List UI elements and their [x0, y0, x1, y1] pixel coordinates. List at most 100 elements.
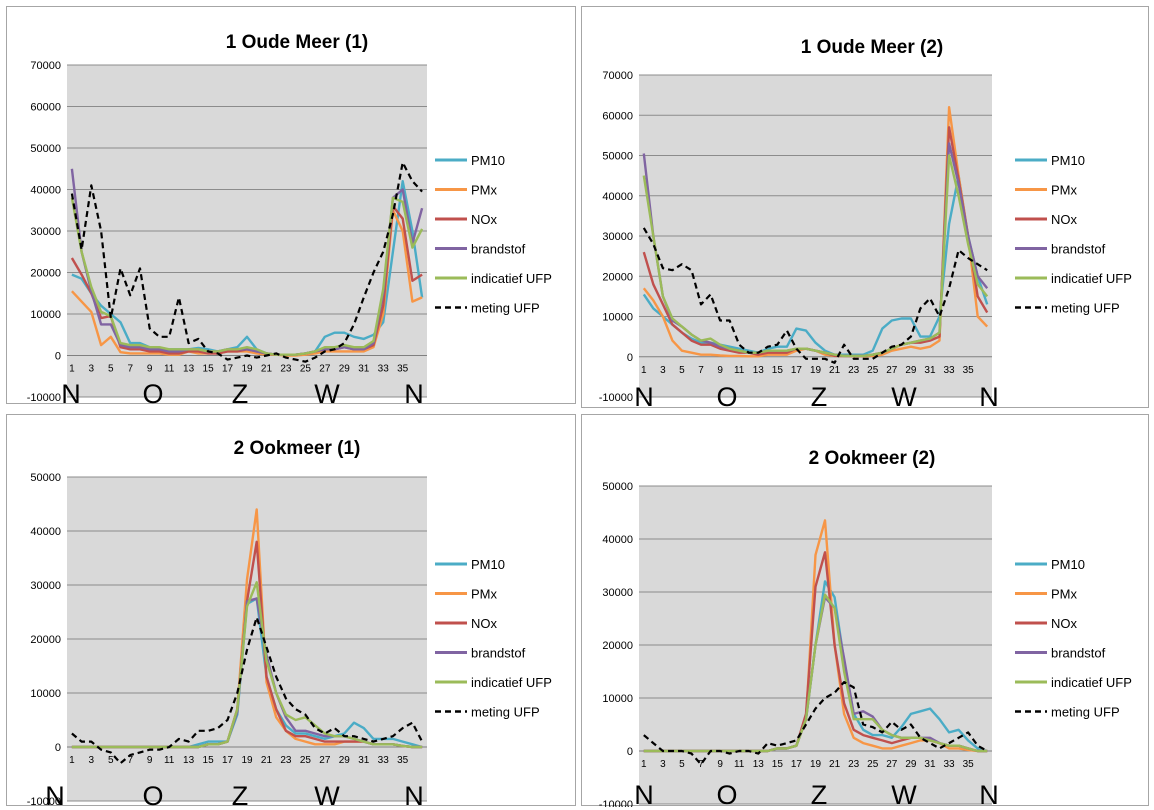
x-tick-label: 3 — [89, 755, 95, 766]
chart-title: 2 Ookmeer (1) — [234, 438, 361, 459]
y-tick-label: 70000 — [30, 60, 61, 72]
y-tick-label: 50000 — [30, 472, 61, 484]
x-tick-label: 19 — [241, 755, 253, 766]
x-tick-label: 11 — [734, 759, 745, 770]
y-tick-label: 40000 — [602, 534, 633, 546]
y-tick-label: 50000 — [602, 481, 633, 493]
y-tick-label: 60000 — [602, 110, 633, 122]
direction-label: Z — [811, 382, 828, 409]
x-tick-label: 33 — [944, 365, 956, 376]
legend-label: brandstof — [471, 242, 526, 257]
y-tick-label: 0 — [627, 352, 633, 364]
x-tick-label: 27 — [319, 364, 331, 375]
x-tick-label: 23 — [848, 759, 860, 770]
y-tick-label: 40000 — [602, 191, 633, 203]
legend-label: meting UFP — [1051, 705, 1120, 720]
series-line — [71, 616, 424, 765]
x-tick-label: 31 — [924, 759, 936, 770]
x-tick-label: 9 — [147, 755, 153, 766]
x-tick-label: 25 — [300, 755, 312, 766]
direction-label: N — [634, 382, 654, 409]
x-tick-label: 17 — [222, 364, 234, 375]
legend-label: indicatief UFP — [1051, 271, 1132, 286]
x-tick-label: 9 — [717, 759, 723, 770]
series-line — [71, 581, 423, 749]
x-tick-label: 1 — [641, 759, 647, 770]
y-tick-label: 20000 — [602, 640, 633, 652]
x-tick-label: 7 — [127, 755, 133, 766]
x-tick-label: 5 — [108, 755, 114, 766]
chart-title: 1 Oude Meer (1) — [226, 32, 369, 53]
x-tick-label: 25 — [300, 364, 312, 375]
y-tick-label: 10000 — [30, 688, 61, 700]
legend-label: NOx — [1051, 616, 1078, 631]
x-tick-label: 3 — [660, 365, 666, 376]
x-tick-label: 5 — [108, 364, 114, 375]
series-line — [643, 593, 988, 753]
y-tick-label: 50000 — [30, 143, 61, 155]
chart-svg: 1 Oude Meer (1) -10000 0 10000 20000 30000 400… — [27, 32, 552, 405]
y-tick-label: 70000 — [602, 70, 633, 82]
x-tick-label: 7 — [698, 759, 704, 770]
series-line — [70, 168, 424, 356]
x-tick-label: 35 — [963, 365, 975, 376]
legend-label: brandstof — [1051, 646, 1106, 661]
legend-label: PM10 — [471, 557, 505, 572]
x-tick-label: 5 — [679, 365, 685, 376]
chart-panel-3: 2 Ookmeer (1) -10000 0 10000 20000 30000 40000… — [6, 414, 576, 807]
y-tick-label: 30000 — [602, 231, 633, 243]
legend-label: PMx — [471, 587, 498, 602]
direction-label: W — [314, 781, 340, 807]
x-tick-label: 27 — [319, 755, 331, 766]
x-tick-label: 23 — [848, 365, 860, 376]
x-tick-label: 27 — [886, 365, 898, 376]
x-tick-label: 9 — [717, 365, 723, 376]
x-tick-label: 1 — [69, 364, 75, 375]
direction-label: W — [891, 382, 917, 409]
y-tick-label: 30000 — [30, 226, 61, 238]
legend-label: indicatief UFP — [1051, 675, 1132, 690]
chart-panel-1: 1 Oude Meer (1) -10000 0 10000 20000 30000 400… — [6, 6, 576, 405]
direction-label: N — [45, 781, 65, 807]
y-tick-label: -10000 — [27, 796, 61, 807]
x-tick-label: 29 — [339, 364, 351, 375]
y-tick-label: 10000 — [602, 693, 633, 705]
y-tick-label: 0 — [55, 742, 61, 754]
x-tick-label: 11 — [734, 365, 745, 376]
x-tick-label: 23 — [280, 364, 292, 375]
chart-title: 1 Oude Meer (2) — [801, 37, 944, 58]
x-tick-label: 31 — [358, 364, 370, 375]
direction-label: W — [314, 379, 340, 405]
legend-label: meting UFP — [471, 705, 540, 720]
y-tick-label: 20000 — [602, 271, 633, 283]
legend-label: PMx — [1051, 183, 1078, 198]
direction-label: N — [61, 379, 81, 405]
x-tick-label: 7 — [698, 365, 704, 376]
legend-label: PMx — [471, 183, 498, 198]
x-tick-label: 29 — [339, 755, 351, 766]
legend-label: meting UFP — [471, 301, 540, 316]
chart-svg: 2 Ookmeer (1) -10000 0 10000 20000 30000 40000… — [27, 438, 552, 807]
series-line — [71, 179, 424, 356]
x-tick-label: 9 — [147, 364, 153, 375]
y-tick-label: 40000 — [30, 185, 61, 197]
legend-label: indicatief UFP — [471, 675, 552, 690]
x-tick-label: 13 — [753, 759, 765, 770]
x-tick-label: 35 — [963, 759, 975, 770]
x-tick-label: 31 — [358, 755, 370, 766]
direction-label: N — [979, 382, 999, 409]
legend-label: NOx — [471, 212, 498, 227]
direction-label: Z — [232, 379, 249, 405]
x-tick-label: 7 — [127, 364, 133, 375]
y-tick-label: 0 — [55, 351, 61, 363]
y-tick-label: 20000 — [30, 634, 61, 646]
y-tick-label: 30000 — [30, 580, 61, 592]
x-tick-label: 3 — [89, 364, 95, 375]
x-tick-label: 17 — [791, 759, 803, 770]
x-tick-label: 11 — [164, 364, 175, 375]
x-tick-label: 33 — [378, 364, 390, 375]
direction-label: Z — [811, 780, 828, 807]
y-tick-label: 30000 — [602, 587, 633, 599]
x-tick-label: 17 — [791, 365, 803, 376]
direction-label: O — [716, 382, 737, 409]
